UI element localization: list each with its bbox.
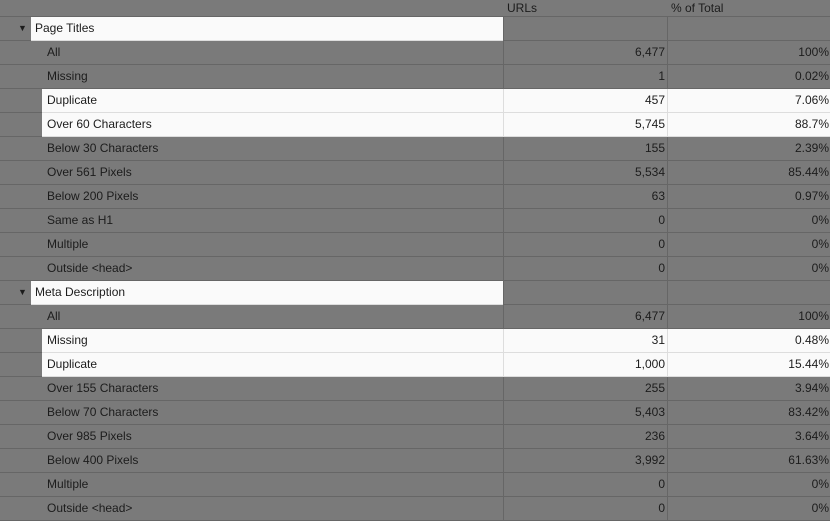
row-label: Outside <head> <box>47 501 133 515</box>
table-row[interactable]: Missing 31 0.48% <box>0 329 830 353</box>
row-pct: 0% <box>667 497 829 520</box>
row-pct: 15.44% <box>667 353 829 376</box>
table-row[interactable]: Over 985 Pixels 236 3.64% <box>0 425 830 449</box>
row-urls: 3,992 <box>503 449 665 472</box>
row-urls: 255 <box>503 377 665 400</box>
collapse-triangle-icon[interactable]: ▼ <box>18 287 27 297</box>
table-row[interactable]: Below 70 Characters 5,403 83.42% <box>0 401 830 425</box>
row-pct: 0% <box>667 257 829 280</box>
row-urls: 5,745 <box>503 113 665 136</box>
row-label: Over 60 Characters <box>47 117 152 131</box>
row-pct: 61.63% <box>667 449 829 472</box>
row-urls: 63 <box>503 185 665 208</box>
row-pct: 88.7% <box>667 113 829 136</box>
row-urls: 0 <box>503 209 665 232</box>
row-label: Below 200 Pixels <box>47 189 139 203</box>
table-row[interactable]: Over 155 Characters 255 3.94% <box>0 377 830 401</box>
table-header: URLs % of Total <box>0 0 830 17</box>
row-urls: 457 <box>503 89 665 112</box>
row-urls: 0 <box>503 233 665 256</box>
column-header-pct[interactable]: % of Total <box>671 1 724 15</box>
row-label: Over 561 Pixels <box>47 165 132 179</box>
row-urls: 155 <box>503 137 665 160</box>
row-pct: 0.02% <box>667 65 829 88</box>
table-row[interactable]: Below 30 Characters 155 2.39% <box>0 137 830 161</box>
row-pct: 0% <box>667 473 829 496</box>
row-label: Multiple <box>47 477 89 491</box>
row-label: Below 400 Pixels <box>47 453 139 467</box>
row-pct: 7.06% <box>667 89 829 112</box>
row-pct: 83.42% <box>667 401 829 424</box>
row-urls: 1,000 <box>503 353 665 376</box>
row-pct: 0.48% <box>667 329 829 352</box>
row-urls: 236 <box>503 425 665 448</box>
section-title: Page Titles <box>35 21 95 35</box>
row-label: Over 155 Characters <box>47 381 159 395</box>
table-row[interactable]: Over 561 Pixels 5,534 85.44% <box>0 161 830 185</box>
row-label: Same as H1 <box>47 213 114 227</box>
row-urls: 0 <box>503 497 665 520</box>
row-urls: 5,403 <box>503 401 665 424</box>
table-row[interactable]: All 6,477 100% <box>0 41 830 65</box>
section-row[interactable]: ▼ Page Titles <box>0 17 830 41</box>
collapse-triangle-icon[interactable]: ▼ <box>18 23 27 33</box>
row-pct: 100% <box>667 41 829 64</box>
table-row[interactable]: Below 200 Pixels 63 0.97% <box>0 185 830 209</box>
table-row[interactable]: Over 60 Characters 5,745 88.7% <box>0 113 830 137</box>
table-row[interactable]: Duplicate 1,000 15.44% <box>0 353 830 377</box>
row-urls: 0 <box>503 257 665 280</box>
table-row[interactable]: All 6,477 100% <box>0 305 830 329</box>
row-pct: 0.97% <box>667 185 829 208</box>
table-row[interactable]: Outside <head> 0 0% <box>0 497 830 521</box>
row-label: Duplicate <box>47 357 98 371</box>
row-pct: 0% <box>667 233 829 256</box>
row-pct: 0% <box>667 209 829 232</box>
table-row[interactable]: Duplicate 457 7.06% <box>0 89 830 113</box>
row-pct: 3.94% <box>667 377 829 400</box>
table-row[interactable]: Outside <head> 0 0% <box>0 257 830 281</box>
row-label: Duplicate <box>47 93 98 107</box>
issues-table: ▼ Page Titles All 6,477 100% Missing 1 0… <box>0 17 830 521</box>
row-label: All <box>47 45 61 59</box>
row-urls: 5,534 <box>503 161 665 184</box>
row-urls: 6,477 <box>503 305 665 328</box>
row-label: All <box>47 309 61 323</box>
row-label: Missing <box>47 333 88 347</box>
row-pct: 2.39% <box>667 137 829 160</box>
table-row[interactable]: Multiple 0 0% <box>0 473 830 497</box>
row-label: Below 70 Characters <box>47 405 159 419</box>
row-label: Missing <box>47 69 88 83</box>
row-pct: 100% <box>667 305 829 328</box>
table-row[interactable]: Multiple 0 0% <box>0 233 830 257</box>
table-row[interactable]: Missing 1 0.02% <box>0 65 830 89</box>
section-title: Meta Description <box>35 285 126 299</box>
row-urls: 0 <box>503 473 665 496</box>
row-urls: 1 <box>503 65 665 88</box>
section-row[interactable]: ▼ Meta Description <box>0 281 830 305</box>
table-row[interactable]: Below 400 Pixels 3,992 61.63% <box>0 449 830 473</box>
row-urls: 31 <box>503 329 665 352</box>
row-label: Below 30 Characters <box>47 141 159 155</box>
row-pct: 85.44% <box>667 161 829 184</box>
row-pct: 3.64% <box>667 425 829 448</box>
table-row[interactable]: Same as H1 0 0% <box>0 209 830 233</box>
row-label: Multiple <box>47 237 89 251</box>
row-label: Over 985 Pixels <box>47 429 132 443</box>
row-label: Outside <head> <box>47 261 133 275</box>
row-urls: 6,477 <box>503 41 665 64</box>
column-header-urls[interactable]: URLs <box>507 1 538 15</box>
